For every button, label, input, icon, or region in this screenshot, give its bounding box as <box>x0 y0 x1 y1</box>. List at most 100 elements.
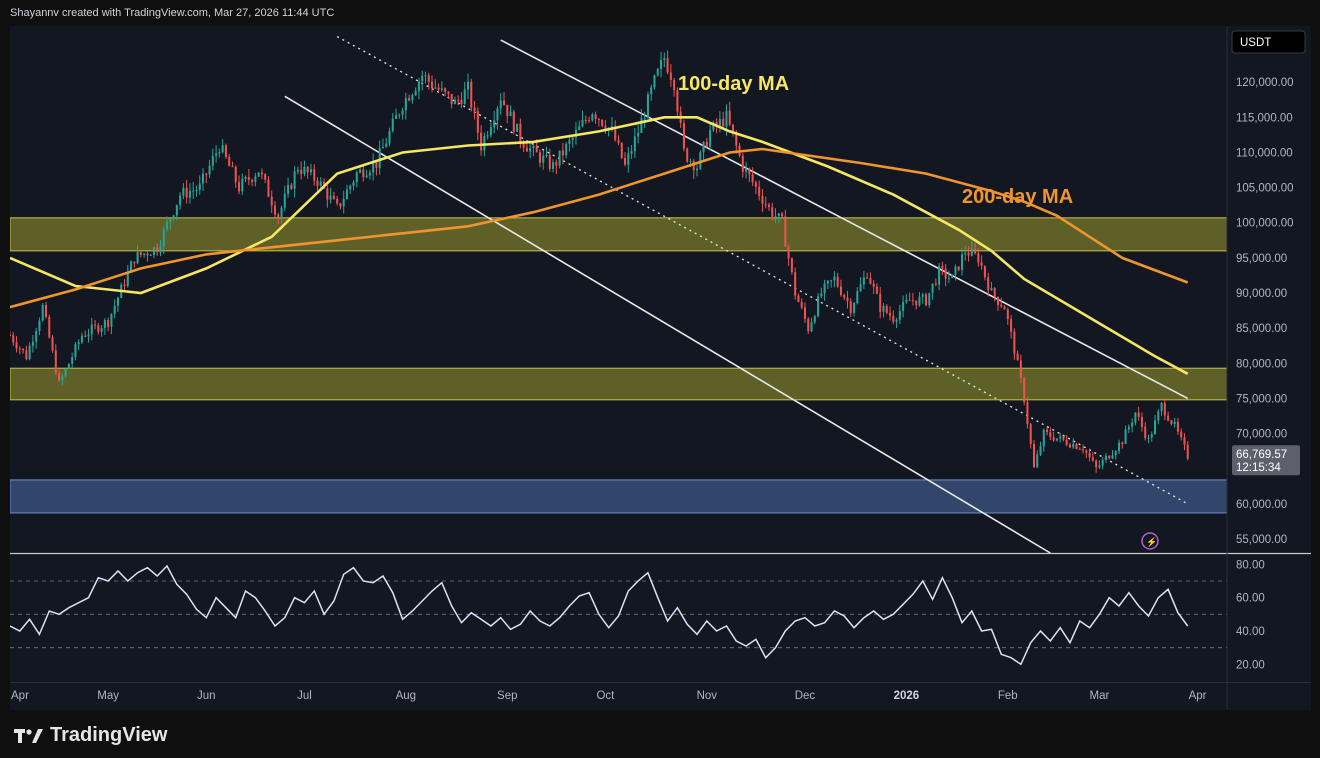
candle-body <box>915 300 918 306</box>
candle-body <box>35 331 38 342</box>
time-axis-tick: Apr <box>1189 690 1207 702</box>
candle-body <box>67 363 70 369</box>
candle-body <box>450 93 453 105</box>
candle-body <box>983 266 986 278</box>
candle-body <box>696 168 699 171</box>
candle-body <box>614 126 617 141</box>
candle-body <box>859 284 862 292</box>
candle-body <box>237 182 241 192</box>
candle-body <box>54 350 57 374</box>
candle-body <box>1052 437 1055 441</box>
candle-body <box>1085 450 1088 453</box>
candle-body <box>866 277 869 279</box>
candle-body <box>669 72 672 81</box>
candle-body <box>460 99 463 104</box>
candle-body <box>728 110 731 125</box>
candle-body <box>71 357 74 364</box>
candle-body <box>470 81 473 108</box>
candle-body <box>486 135 489 137</box>
candle-body <box>489 127 492 136</box>
candle-body <box>1088 452 1091 458</box>
candle-body <box>175 204 178 216</box>
candle-body <box>833 276 836 281</box>
candle-body <box>332 195 335 199</box>
candle-body <box>1023 378 1026 403</box>
candle-body <box>545 154 548 156</box>
candle-body <box>735 133 738 146</box>
candle-body <box>853 303 856 313</box>
candle-body <box>810 322 813 332</box>
rsi-axis-tick: 60.00 <box>1236 593 1265 605</box>
candle-body <box>87 334 90 337</box>
candle-body <box>882 305 885 312</box>
time-axis-tick: Mar <box>1090 690 1110 702</box>
candle-body <box>1095 460 1098 468</box>
candle-body <box>326 188 329 200</box>
candle-body <box>548 154 551 169</box>
candle-body <box>996 296 1000 305</box>
candle-body <box>1075 443 1078 449</box>
candle-body <box>1111 455 1114 459</box>
candle-body <box>352 182 355 186</box>
candle-body <box>300 169 303 174</box>
candle-body <box>761 195 764 204</box>
candle-body <box>434 87 437 89</box>
candle-body <box>421 75 424 82</box>
candle-body <box>843 295 846 298</box>
candle-body <box>221 145 224 153</box>
candle-body <box>862 277 865 285</box>
candle-body <box>535 145 538 153</box>
ma-100-annotation: 100-day MA <box>678 73 789 95</box>
candle-body <box>211 155 214 166</box>
candle-body <box>12 335 15 343</box>
candle-body <box>633 136 636 152</box>
candle-body <box>41 305 44 321</box>
candle-body <box>699 152 702 169</box>
candle-body <box>522 142 525 148</box>
candle-body <box>15 342 18 349</box>
price-axis-tick: 55,000.00 <box>1236 534 1287 546</box>
candle-body <box>1036 454 1039 468</box>
candle-body <box>162 229 165 247</box>
candle-body <box>581 119 584 127</box>
candle-body <box>385 143 388 148</box>
candles-group <box>10 50 1189 473</box>
candle-body <box>620 142 623 159</box>
candle-body <box>149 255 152 257</box>
candle-body <box>113 305 116 314</box>
candle-body <box>640 118 643 133</box>
candle-body <box>169 219 172 222</box>
candle-body <box>748 168 751 175</box>
candle-body <box>267 179 270 197</box>
candle-body <box>957 266 960 270</box>
candle-body <box>512 111 515 132</box>
candle-body <box>813 316 816 323</box>
candle-body <box>1098 465 1101 468</box>
price-axis-tick: 120,000.00 <box>1236 77 1294 89</box>
candle-body <box>355 172 358 183</box>
currency-label-box <box>1231 30 1306 54</box>
candle-body <box>990 288 993 291</box>
candle-body <box>182 187 185 196</box>
candle-body <box>1006 309 1009 320</box>
candle-body <box>1114 451 1117 456</box>
price-zone <box>10 217 1228 252</box>
candle-body <box>313 169 316 181</box>
bar-countdown: 12:15:34 <box>1236 462 1281 474</box>
candle-body <box>133 261 136 264</box>
rsi-line <box>10 564 1189 666</box>
candle-body <box>875 286 878 294</box>
candle-body <box>130 261 133 272</box>
candle-body <box>977 253 980 263</box>
candle-body <box>1013 331 1016 354</box>
candle-body <box>807 318 810 332</box>
candle-body <box>365 175 368 178</box>
candle-body <box>650 87 653 95</box>
candle-body <box>578 126 581 130</box>
candle-body <box>823 283 826 294</box>
candle-body <box>1000 304 1003 307</box>
tradingview-logo[interactable]: TradingView <box>14 724 167 747</box>
candle-body <box>1072 443 1075 448</box>
